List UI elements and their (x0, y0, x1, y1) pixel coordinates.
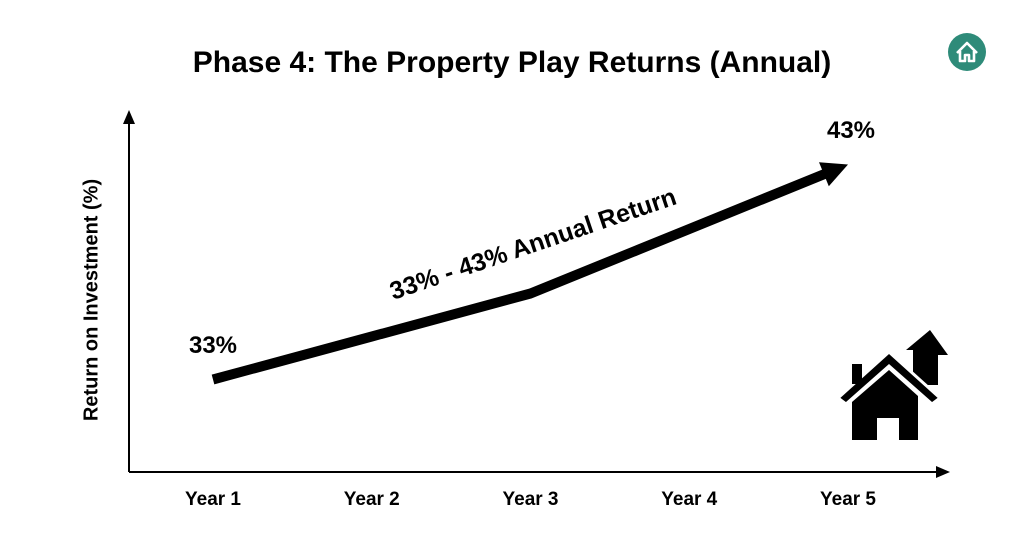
x-tick-label: Year 3 (503, 489, 559, 510)
chart-title: Phase 4: The Property Play Returns (Annu… (193, 46, 831, 79)
trend-arrow (211, 167, 832, 385)
arrow-head (819, 162, 848, 187)
value-label: 33% (189, 332, 237, 359)
home-icon[interactable] (956, 41, 978, 63)
house-roof (835, 349, 943, 406)
x-tick-label: Year 2 (344, 489, 400, 510)
house-up-arrow (906, 330, 948, 385)
x-axis-arrow (936, 466, 950, 478)
axes (123, 110, 950, 478)
x-tick-label: Year 1 (185, 489, 241, 510)
y-axis-title: Return on Investment (%) (80, 179, 102, 421)
house-body (852, 370, 918, 440)
value-label: 43% (827, 117, 875, 144)
home-button[interactable] (948, 33, 986, 71)
house-icon (835, 330, 948, 440)
house-chimney (852, 364, 862, 384)
x-tick-label: Year 4 (661, 489, 717, 510)
y-axis-arrow (123, 110, 135, 124)
home-button-bg[interactable] (948, 33, 986, 71)
x-tick-label: Year 5 (820, 489, 876, 510)
